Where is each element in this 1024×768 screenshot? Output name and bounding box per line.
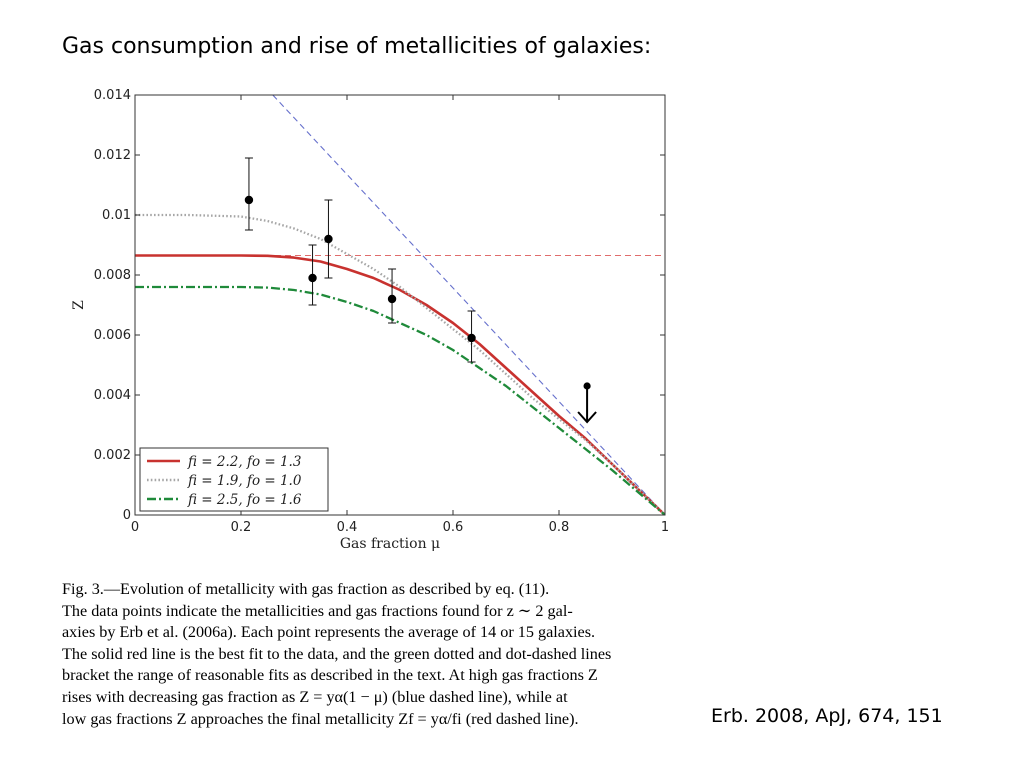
y-axis-label: Z [71,300,87,310]
caption-line: bracket the range of reasonable fits as … [62,666,598,685]
axes: 0 0.2 0.4 0.6 0.8 1 0 0.002 0.004 0.006 0.008 0.01 0… [71,88,669,552]
data-point [387,294,397,304]
caption-line: axies by Erb et al. (2006a). Each point … [62,623,596,642]
x-tick-label: 0.6 [443,520,464,535]
legend-label: fi = 2.2, fo = 1.3 [187,454,301,470]
legend: fi = 2.2, fo = 1.3 fi = 1.9, fo = 1.0 fi =… [139,447,329,512]
legend-label: fi = 2.5, fo = 1.6 [187,492,302,508]
x-tick-label: 0.2 [231,520,252,535]
x-axis-label: Gas fraction μ [340,536,440,552]
y-tick-label: 0.002 [94,448,131,463]
caption-line: rises with decreasing gas fraction as Z … [62,687,568,706]
series-line-3 [272,95,665,515]
data-point [244,195,254,205]
caption-line: Fig. 3.—Evolution of metallicity with ga… [62,580,550,598]
plot-area [135,95,665,515]
y-tick-label: 0.004 [94,388,131,403]
x-tick-label: 0.4 [337,520,358,535]
series-line-0 [135,254,665,515]
y-tick-label: 0.008 [94,268,131,283]
y-tick-label: 0 [123,508,131,523]
caption-line: The solid red line is the best fit to th… [62,644,612,663]
y-tick-label: 0.012 [94,148,131,163]
figure-caption: Fig. 3.—Evolution of metallicity with ga… [62,579,680,730]
metallicity-chart: 0 0.2 0.4 0.6 0.8 1 0 0.002 0.004 0.006 0.008 0.01 0… [71,88,669,552]
legend-label: fi = 1.9, fo = 1.0 [187,473,302,489]
y-tick-label: 0.01 [102,208,131,223]
caption-line: The data points indicate the metalliciti… [62,601,573,620]
series-line-2 [135,285,665,515]
caption-line: low gas fractions Z approaches the final… [62,709,579,728]
x-tick-label: 0 [131,520,139,535]
plot-frame [134,94,666,516]
y-tick-label: 0.014 [94,88,131,103]
citation: Erb. 2008, ApJ, 674, 151 [711,705,943,727]
data-point [324,234,333,244]
y-tick-label: 0.006 [94,328,131,343]
x-tick-label: 1 [661,520,669,535]
slide-title: Gas consumption and rise of metallicitie… [62,34,652,59]
x-tick-label: 0.8 [549,520,570,535]
data-point [467,333,476,343]
upper-limit-arrowhead [577,411,597,424]
data-point [308,273,317,283]
series-line-1 [135,213,665,515]
